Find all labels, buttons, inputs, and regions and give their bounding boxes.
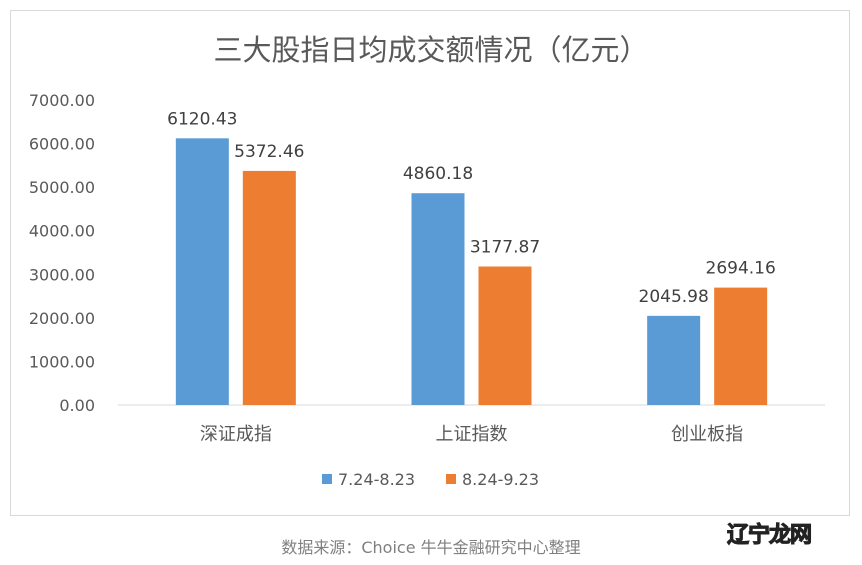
y-tick-label: 3000.00 [29, 265, 95, 284]
chart-title: 三大股指日均成交额情况（亿元） [213, 33, 648, 67]
legend-label: 7.24-8.23 [338, 470, 415, 489]
y-tick-label: 0.00 [59, 396, 95, 415]
bar [478, 266, 532, 405]
x-tick-label: 深证成指 [200, 424, 272, 445]
bar [411, 193, 465, 405]
y-tick-label: 7000.00 [29, 91, 95, 110]
data-label: 5372.46 [234, 142, 304, 162]
y-tick-label: 1000.00 [29, 352, 95, 371]
data-label: 6120.43 [167, 109, 237, 129]
legend-label: 8.24-9.23 [462, 470, 539, 489]
bar [647, 315, 701, 405]
data-label: 4860.18 [403, 164, 473, 184]
source-note: 数据来源：Choice 牛牛金融研究中心整理 [281, 538, 581, 557]
x-tick-label: 创业板指 [671, 424, 743, 445]
watermark-logo: 辽宁龙网 [726, 523, 812, 549]
data-label: 2045.98 [639, 287, 709, 307]
y-tick-label: 4000.00 [29, 222, 95, 241]
data-label: 2694.16 [706, 259, 776, 279]
y-tick-label: 2000.00 [29, 309, 95, 328]
data-label: 3177.87 [470, 238, 540, 258]
bar [242, 170, 296, 405]
legend-swatch [322, 474, 332, 484]
y-tick-label: 5000.00 [29, 178, 95, 197]
bar [175, 138, 229, 405]
x-tick-label: 上证指数 [436, 424, 508, 445]
bar [714, 287, 768, 405]
legend-swatch [446, 474, 456, 484]
y-tick-label: 6000.00 [29, 135, 95, 154]
